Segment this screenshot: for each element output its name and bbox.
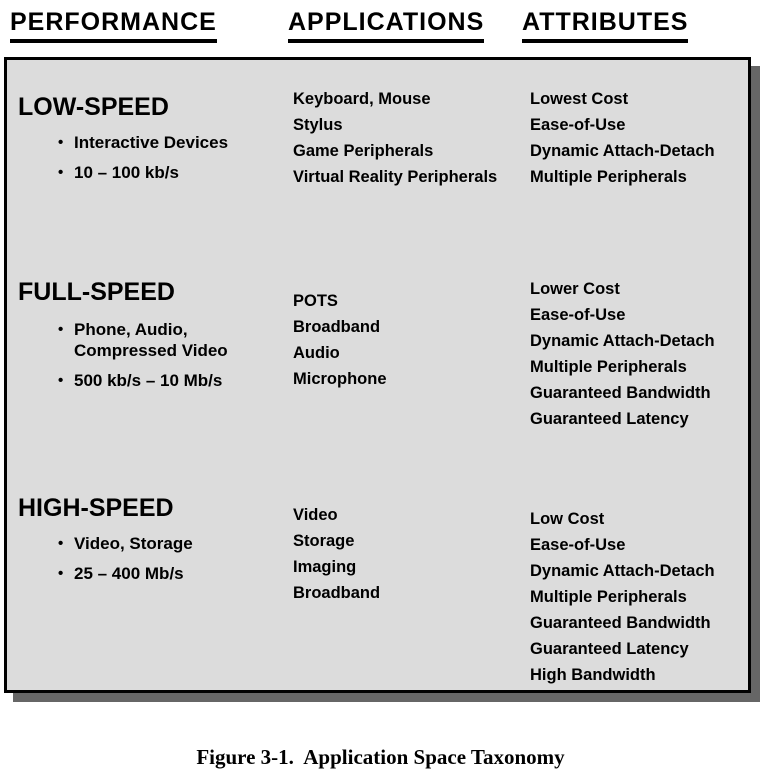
application-item: POTS [293, 292, 338, 310]
application-item: Stylus [293, 116, 343, 134]
application-item: Audio [293, 344, 340, 362]
application-item: Keyboard, Mouse [293, 90, 431, 108]
bullet-text: 25 – 400 Mb/s [74, 564, 184, 583]
application-item: Game Peripherals [293, 142, 434, 160]
bullet-item: • Phone, Audio, Compressed Video [58, 319, 243, 361]
attributes-cell: Lowest Cost Ease-of-Use Dynamic Attach-D… [530, 86, 745, 190]
attribute-item: Multiple Peripherals [530, 588, 687, 606]
attributes-cell: Low Cost Ease-of-Use Dynamic Attach-Deta… [530, 506, 745, 688]
bullet-item: • 500 kb/s – 10 Mb/s [58, 370, 243, 391]
bullet-item: • Video, Storage [58, 533, 243, 554]
bullet-icon: • [58, 535, 64, 552]
applications-cell: Keyboard, Mouse Stylus Game Peripherals … [293, 86, 523, 190]
application-item: Broadband [293, 584, 381, 602]
attribute-item: Guaranteed Bandwidth [530, 384, 711, 402]
bullet-text: Phone, Audio, Compressed Video [74, 320, 228, 360]
bullet-icon: • [58, 321, 64, 338]
performance-cell: LOW-SPEED • Interactive Devices • 10 – 100… [18, 86, 268, 183]
attribute-item: Low Cost [530, 510, 605, 528]
bullet-item: • Interactive Devices [58, 132, 243, 153]
attribute-item: Dynamic Attach-Detach [530, 142, 715, 160]
attribute-item: Guaranteed Latency [530, 410, 689, 428]
bullet-icon: • [58, 134, 64, 151]
attribute-item: Guaranteed Bandwidth [530, 614, 711, 632]
attribute-item: Lowest Cost [530, 90, 629, 108]
attribute-item: Multiple Peripherals [530, 358, 687, 376]
performance-cell: FULL-SPEED • Phone, Audio, Compressed Vid… [18, 276, 268, 391]
bullet-icon: • [58, 164, 64, 181]
column-header-attributes: ATTRIBUTES [522, 8, 689, 43]
bullet-text: Video, Storage [74, 534, 193, 553]
speed-tier-title: HIGH-SPEED [18, 494, 174, 522]
application-item: Broadband [293, 318, 381, 336]
attribute-item: Dynamic Attach-Detach [530, 332, 715, 350]
performance-bullet-list: • Video, Storage • 25 – 400 Mb/s [18, 533, 243, 584]
bullet-text: 500 kb/s – 10 Mb/s [74, 371, 223, 390]
bullet-text: Interactive Devices [74, 133, 229, 152]
bullet-icon: • [58, 565, 64, 582]
attribute-item: Ease-of-Use [530, 116, 626, 134]
attribute-item: Multiple Peripherals [530, 168, 687, 186]
applications-cell: Video Storage Imaging Broadband [293, 502, 523, 606]
applications-cell: POTS Broadband Audio Microphone [293, 288, 523, 392]
attributes-cell: Lower Cost Ease-of-Use Dynamic Attach-De… [530, 276, 745, 432]
attribute-item: High Bandwidth [530, 666, 656, 684]
bullet-text: 10 – 100 kb/s [74, 163, 179, 182]
bullet-icon: • [58, 372, 64, 389]
speed-tier-title: LOW-SPEED [18, 93, 169, 121]
attribute-item: Ease-of-Use [530, 536, 626, 554]
performance-bullet-list: • Interactive Devices • 10 – 100 kb/s [18, 132, 243, 183]
column-header-applications: APPLICATIONS [288, 8, 485, 43]
bullet-item: • 10 – 100 kb/s [58, 162, 243, 183]
performance-cell: HIGH-SPEED • Video, Storage • 25 – 400 Mb/… [18, 496, 268, 584]
application-item: Video [293, 506, 338, 524]
attribute-item: Dynamic Attach-Detach [530, 562, 715, 580]
performance-bullet-list: • Phone, Audio, Compressed Video • 500 kb/… [18, 319, 243, 391]
figure-caption: Figure 3-1. Application Space Taxonomy [196, 745, 565, 769]
application-item: Microphone [293, 370, 387, 388]
application-item: Storage [293, 532, 355, 550]
column-header-performance: PERFORMANCE [10, 8, 217, 43]
attribute-item: Guaranteed Latency [530, 640, 689, 658]
attribute-item: Ease-of-Use [530, 306, 626, 324]
taxonomy-box: LOW-SPEED • Interactive Devices • 10 – 100… [4, 57, 751, 693]
speed-tier-title: FULL-SPEED [18, 278, 175, 306]
bullet-item: • 25 – 400 Mb/s [58, 563, 243, 584]
application-item: Virtual Reality Peripherals [293, 168, 498, 186]
application-item: Imaging [293, 558, 357, 576]
attribute-item: Lower Cost [530, 280, 620, 298]
